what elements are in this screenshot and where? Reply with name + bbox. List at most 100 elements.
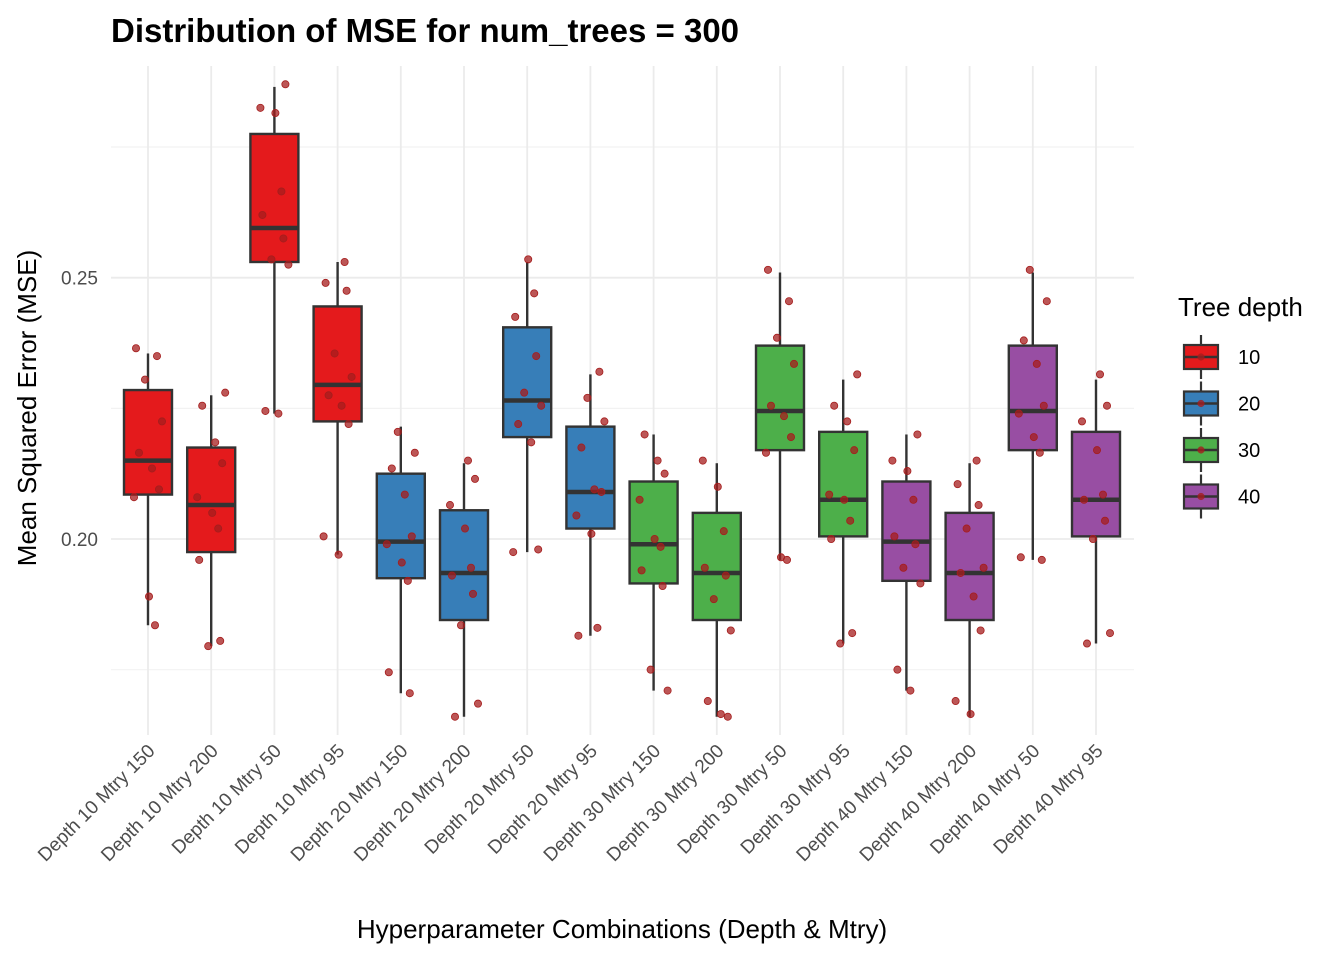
data-point — [709, 595, 718, 604]
data-point — [1042, 297, 1051, 306]
data-point — [147, 464, 156, 473]
data-point — [836, 639, 845, 648]
data-point — [468, 589, 477, 598]
data-point — [274, 409, 283, 418]
data-point — [1106, 629, 1115, 638]
data-point — [400, 490, 409, 499]
data-point — [271, 109, 280, 118]
data-point — [909, 495, 918, 504]
data-point — [1078, 417, 1087, 426]
data-point — [590, 485, 599, 494]
box-3 — [249, 86, 300, 414]
data-point — [530, 289, 539, 298]
data-point — [447, 571, 456, 580]
data-point — [405, 689, 414, 698]
data-point — [152, 352, 161, 361]
data-point — [450, 712, 459, 721]
data-point — [216, 636, 225, 645]
data-point — [1039, 401, 1048, 410]
data-point — [719, 527, 728, 536]
data-point — [637, 566, 646, 575]
x-tick-label: Depth 10 Mtry 50 — [168, 741, 286, 859]
data-point — [277, 187, 286, 196]
data-point — [713, 482, 722, 491]
data-point — [134, 448, 143, 457]
data-points — [129, 80, 1115, 721]
x-tick-label: Depth 10 Mtry 95 — [231, 741, 349, 859]
x-tick-label: Depth 40 Mtry 150 — [793, 741, 918, 866]
data-point — [906, 686, 915, 695]
data-point — [583, 393, 592, 402]
data-point — [534, 545, 543, 554]
data-point — [640, 430, 649, 439]
data-point — [445, 501, 454, 510]
x-tick-label: Depth 30 Mtry 95 — [737, 741, 855, 859]
data-point — [830, 401, 839, 410]
data-point — [256, 103, 265, 112]
data-point — [1093, 446, 1102, 455]
data-point — [204, 642, 213, 651]
legend-entry-20: 20 — [1182, 381, 1260, 426]
data-point — [509, 548, 518, 557]
data-point — [324, 391, 333, 400]
box-body — [691, 511, 742, 622]
data-point — [595, 367, 604, 376]
data-point — [843, 417, 852, 426]
boxes — [122, 86, 1122, 717]
data-point — [279, 234, 288, 243]
data-point — [840, 495, 849, 504]
x-tick-label: Depth 40 Mtry 95 — [990, 741, 1108, 859]
y-tick-label: 0.25 — [61, 269, 98, 290]
data-point — [783, 555, 792, 564]
data-point — [966, 710, 975, 719]
data-point — [267, 255, 276, 264]
data-point — [214, 524, 223, 533]
data-point — [410, 448, 419, 457]
data-point — [972, 456, 981, 465]
data-point — [340, 257, 349, 266]
box-12 — [818, 379, 869, 644]
data-point — [520, 388, 529, 397]
legend-key-point — [1197, 446, 1205, 454]
box-13 — [881, 434, 932, 691]
box-body — [312, 305, 363, 423]
data-point — [913, 430, 922, 439]
data-point — [916, 579, 925, 588]
data-point — [150, 621, 159, 630]
chart-title: Distribution of MSE for num_trees = 300 — [111, 12, 739, 49]
x-tick-label: Depth 20 Mtry 50 — [421, 741, 539, 859]
data-point — [1089, 535, 1098, 544]
data-point — [154, 485, 163, 494]
data-point — [527, 438, 536, 447]
data-point — [723, 712, 732, 721]
data-point — [893, 665, 902, 674]
data-point — [193, 493, 202, 502]
data-point — [846, 516, 855, 525]
data-point — [979, 563, 988, 572]
data-point — [195, 555, 204, 564]
data-point — [663, 686, 672, 695]
data-point — [211, 438, 220, 447]
box-body — [502, 326, 553, 439]
data-point — [321, 278, 330, 287]
data-point — [384, 668, 393, 677]
legend: Tree depth 10 20 30 40 — [1178, 292, 1303, 519]
data-point — [1029, 433, 1038, 442]
data-point — [785, 297, 794, 306]
data-point — [284, 260, 293, 269]
legend-entry-10: 10 — [1182, 335, 1260, 379]
box-body — [122, 388, 174, 496]
legend-key-point — [1197, 399, 1205, 408]
data-point — [221, 388, 230, 397]
data-point — [658, 582, 667, 591]
x-axis-title: Hyperparameter Combinations (Depth & Mtr… — [357, 914, 887, 944]
legend-entry-40: 40 — [1182, 474, 1260, 519]
legend-label: 40 — [1238, 487, 1260, 509]
data-point — [903, 467, 912, 476]
data-point — [951, 697, 960, 706]
x-tick-label: Depth 10 Mtry 200 — [97, 741, 222, 866]
data-point — [848, 629, 857, 638]
data-point — [853, 370, 862, 379]
legend-label: 10 — [1238, 347, 1260, 369]
data-point — [974, 501, 983, 510]
